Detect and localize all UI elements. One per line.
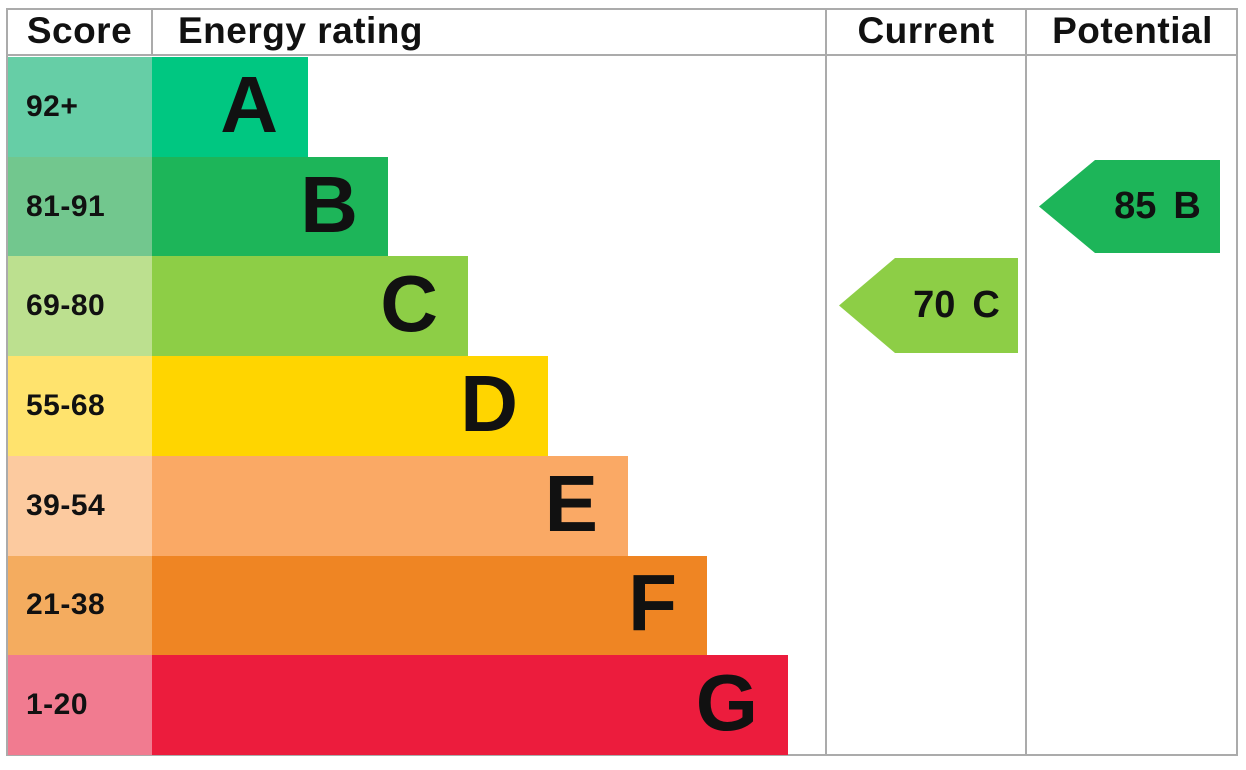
band-row-f: 21-38 F [8,555,1238,656]
rating-letter-d: D [460,359,518,449]
current-column-divider [825,8,827,755]
score-range-f: 21-38 [8,555,152,656]
header-separator [8,54,1236,56]
band-row-d: 55-68 D [8,356,1238,456]
rating-letter-g: G [695,658,758,748]
score-range-d: 55-68 [8,356,152,456]
potential-score-value: 85 [1114,185,1157,227]
score-range-c: 69-80 [8,256,152,357]
score-range-b: 81-91 [8,156,152,257]
score-column-divider [151,8,153,56]
rating-letter-c: C [380,259,438,349]
rating-letter-f: F [628,558,677,648]
score-column-header: Score [26,10,133,51]
score-range-g: 1-20 [8,655,152,756]
rating-bar-e: E [152,455,628,556]
band-row-c: 69-80 C [8,256,1238,357]
rating-bar-d: D [152,356,548,456]
rating-bar-a: A [152,57,308,157]
current-score-value: 70 [913,284,956,326]
potential-rating-letter: B [1173,185,1201,227]
rating-letter-b: B [300,159,358,249]
band-row-a: 92+ A [8,57,1238,157]
rating-letter-a: A [220,59,278,149]
score-range-e: 39-54 [8,455,152,556]
rating-bar-g: G [152,655,788,756]
rating-letter-e: E [544,458,598,548]
rating-bar-c: C [152,256,468,357]
potential-column-header: Potential [1052,10,1213,51]
potential-column-divider [1025,8,1027,755]
band-row-b: 81-91 B [8,156,1238,257]
current-column-header: Current [857,10,995,51]
rating-bands: 92+ A 81-91 B 69-80 C 55-68 D 39-54 E 21… [8,57,1238,756]
band-row-g: 1-20 G [8,655,1238,756]
band-row-e: 39-54 E [8,455,1238,556]
energy-rating-column-header: Energy rating [178,10,423,51]
rating-bar-f: F [152,555,707,656]
current-rating-letter: C [972,284,1000,326]
score-range-a: 92+ [8,57,152,157]
rating-bar-b: B [152,156,388,257]
